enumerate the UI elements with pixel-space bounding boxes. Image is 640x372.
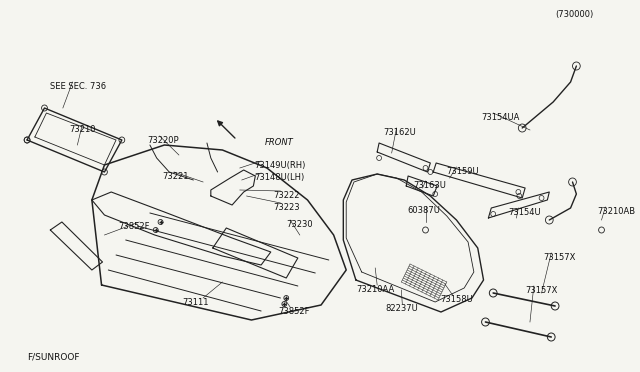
Text: 73221: 73221 xyxy=(163,172,189,181)
Text: SEE SEC. 736: SEE SEC. 736 xyxy=(51,82,106,91)
Text: 73157X: 73157X xyxy=(543,253,576,262)
Text: 73852F: 73852F xyxy=(118,222,150,231)
Text: 73210: 73210 xyxy=(70,125,96,134)
Text: 73163U: 73163U xyxy=(413,181,446,190)
Text: 73223: 73223 xyxy=(274,203,300,212)
Text: FRONT: FRONT xyxy=(265,138,294,147)
Text: 73157X: 73157X xyxy=(525,286,557,295)
Text: F/SUNROOF: F/SUNROOF xyxy=(27,352,79,361)
Text: 73222: 73222 xyxy=(274,191,300,200)
Text: 73220P: 73220P xyxy=(147,136,179,145)
Text: 73210AA: 73210AA xyxy=(356,285,394,294)
Text: 73158U: 73158U xyxy=(440,295,473,304)
Text: 73210AB: 73210AB xyxy=(598,207,636,216)
Text: 73111: 73111 xyxy=(182,298,208,307)
Text: (730000): (730000) xyxy=(555,10,593,19)
Text: 73154UA: 73154UA xyxy=(482,113,520,122)
Text: 73154U: 73154U xyxy=(509,208,541,217)
Text: 60387U: 60387U xyxy=(407,206,440,215)
Text: 73162U: 73162U xyxy=(383,128,416,137)
Text: 73159U: 73159U xyxy=(447,167,479,176)
Text: 73230: 73230 xyxy=(286,220,313,229)
Text: 82237U: 82237U xyxy=(385,304,418,313)
Text: 73852F: 73852F xyxy=(278,307,310,316)
Text: 73149U(RH): 73149U(RH) xyxy=(254,161,306,170)
Text: 73148U(LH): 73148U(LH) xyxy=(254,173,305,182)
